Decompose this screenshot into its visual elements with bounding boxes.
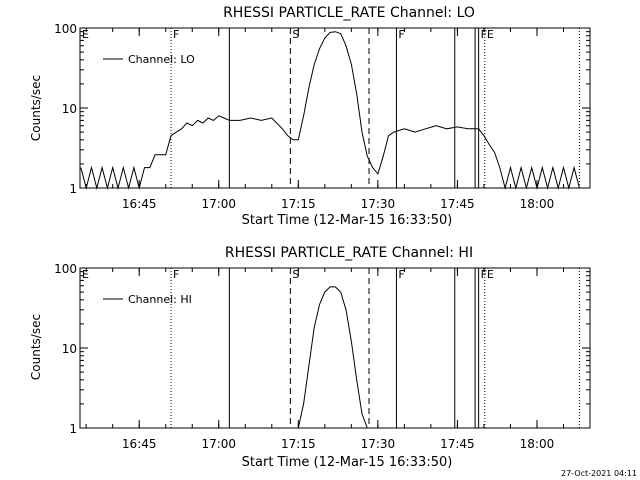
lo-x-tick-label: 17:15 xyxy=(281,197,316,211)
lo-series-line xyxy=(80,31,580,190)
hi-y-tick-label: 10 xyxy=(62,342,77,356)
hi-x-tick-label: 17:00 xyxy=(201,437,236,451)
hi-y-tick-label: 1 xyxy=(69,422,77,436)
lo-y-tick-label: 1 xyxy=(69,182,77,196)
lo-x-tick-label: 18:00 xyxy=(520,197,555,211)
lo-x-axis-label: Start Time (12-Mar-15 16:33:50) xyxy=(242,213,453,228)
hi-y-axis-label: Counts/sec xyxy=(29,314,43,380)
hi-marker-label: F xyxy=(398,268,404,281)
lo-chart-title: RHESSI PARTICLE_RATE Channel: LO xyxy=(223,5,475,21)
lo-x-tick-label: 17:30 xyxy=(361,197,396,211)
lo-marker-label: F xyxy=(398,28,404,41)
lo-x-tick-label: 17:00 xyxy=(201,197,236,211)
lo-y-axis-label: Counts/sec xyxy=(29,75,43,141)
hi-marker-label: E xyxy=(82,268,89,281)
lo-marker-label: F xyxy=(481,28,487,41)
lo-y-tick-label: 10 xyxy=(62,102,77,116)
hi-x-tick-label: 17:15 xyxy=(281,437,316,451)
hi-marker-label: E xyxy=(487,268,494,281)
lo-y-tick-label: 100 xyxy=(54,22,77,36)
lo-marker-label: E xyxy=(487,28,494,41)
generation-timestamp: 27-Oct-2021 04:11 xyxy=(561,469,637,478)
lo-legend-label: Channel: LO xyxy=(128,53,195,66)
hi-channel-panel: RHESSI PARTICLE_RATE Channel: HI 16:45 17… xyxy=(29,245,591,470)
hi-chart-title: RHESSI PARTICLE_RATE Channel: HI xyxy=(225,245,473,261)
hi-x-axis-label: Start Time (12-Mar-15 16:33:50) xyxy=(242,455,453,470)
lo-channel-panel: RHESSI PARTICLE_RATE Channel: LO 16:45 17… xyxy=(29,5,591,228)
lo-x-tick-label: 16:45 xyxy=(122,197,157,211)
hi-x-tick-label: 18:00 xyxy=(520,437,555,451)
lo-x-tick-label: 17:45 xyxy=(440,197,475,211)
hi-marker-label: S xyxy=(292,268,299,281)
hi-y-tick-label: 100 xyxy=(54,262,77,276)
lo-marker-label: E xyxy=(82,28,89,41)
hi-x-tick-label: 16:45 xyxy=(122,437,157,451)
lo-marker-label: F xyxy=(173,28,179,41)
hi-series-line xyxy=(297,286,368,429)
hi-x-tick-label: 17:45 xyxy=(440,437,475,451)
lo-marker-label: S xyxy=(292,28,299,41)
hi-marker-label: F xyxy=(481,268,487,281)
hi-marker-label: F xyxy=(173,268,179,281)
hi-x-tick-label: 17:30 xyxy=(361,437,396,451)
hi-legend-label: Channel: HI xyxy=(128,293,192,306)
